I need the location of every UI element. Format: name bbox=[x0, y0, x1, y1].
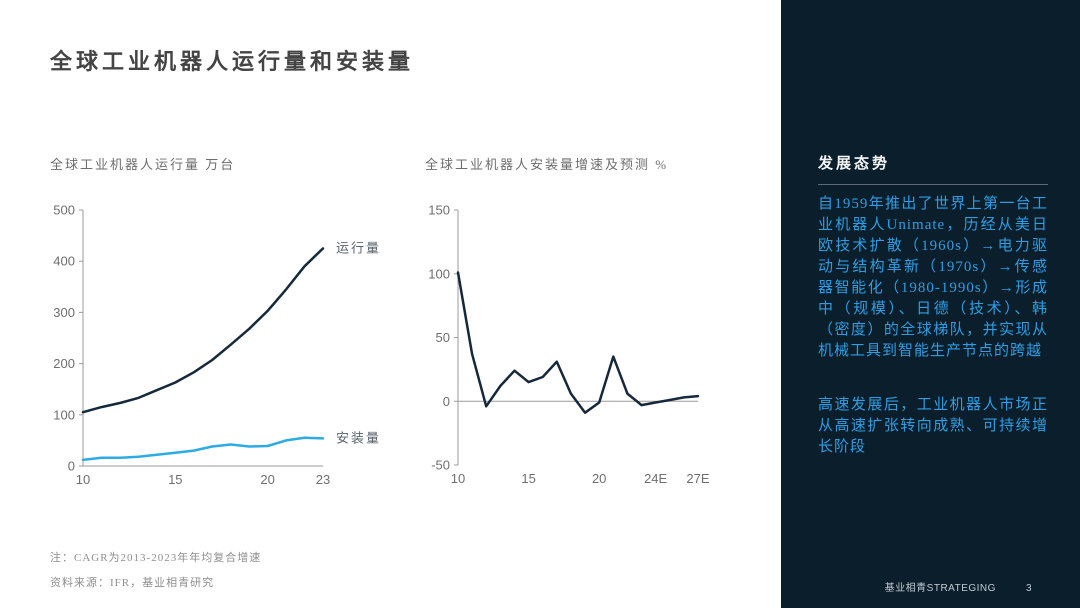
x-tick-label: 10 bbox=[451, 471, 465, 486]
y-tick-label: 200 bbox=[53, 356, 75, 371]
page-title: 全球工业机器人运行量和安装量 bbox=[50, 49, 415, 74]
x-tick-label: 20 bbox=[260, 472, 274, 487]
y-tick-label: 300 bbox=[53, 305, 75, 320]
y-tick-label: 150 bbox=[428, 203, 450, 218]
x-tick-label: 23 bbox=[316, 472, 330, 487]
y-tick-label: -50 bbox=[431, 458, 450, 473]
page-number: 3 bbox=[1025, 583, 1032, 594]
left-chart-title: 全球工业机器人运行量 万台 bbox=[50, 157, 236, 172]
y-tick-label: 0 bbox=[443, 394, 450, 409]
y-tick-label: 0 bbox=[68, 459, 75, 474]
x-tick-label: 24E bbox=[644, 471, 667, 486]
sidebar-heading: 发展态势 bbox=[818, 156, 891, 172]
y-tick-label: 500 bbox=[53, 203, 75, 218]
y-tick-label: 100 bbox=[428, 266, 450, 281]
y-tick-label: 400 bbox=[53, 254, 75, 269]
x-tick-label: 20 bbox=[592, 471, 606, 486]
x-tick-label: 15 bbox=[168, 472, 182, 487]
series-line bbox=[81, 436, 325, 462]
series-end-label: 运行量 bbox=[336, 240, 381, 255]
y-tick-label: 100 bbox=[53, 407, 75, 422]
series-line bbox=[81, 247, 325, 414]
right-sidebar: 发展态势 自1959年推出了世界上第一台工业机器人Unimate，历经从美日欧技… bbox=[781, 0, 1080, 608]
sidebar-paragraph-outlook: 高速发展后，工业机器人市场正从高速扩张转向成熟、可持续增长阶段 bbox=[818, 397, 1048, 455]
right-chart-title: 全球工业机器人安装量增速及预测 % bbox=[425, 157, 669, 172]
x-tick-label: 10 bbox=[76, 472, 90, 487]
series-end-label: 安装量 bbox=[336, 430, 381, 445]
y-tick-label: 50 bbox=[436, 330, 450, 345]
footnote-source: 资料来源：IFR，基业相青研究 bbox=[50, 577, 215, 589]
series-line bbox=[456, 271, 700, 414]
sidebar-divider bbox=[818, 184, 1048, 185]
footnote-cagr: 注：CAGR为2013-2023年年均复合增速 bbox=[50, 552, 262, 564]
brand-logo-text: 基业相青STRATEGING bbox=[884, 583, 996, 594]
sidebar-paragraph-history: 自1959年推出了世界上第一台工业机器人Unimate，历经从美日欧技术扩散（1… bbox=[818, 196, 1048, 359]
installation-growth-line-chart: -50 0 50 100 150 10 15 20 24E 27E bbox=[428, 203, 710, 487]
x-tick-label: 15 bbox=[521, 471, 535, 486]
x-tick-label: 27E bbox=[686, 471, 709, 486]
slide-footer: 基业相青STRATEGING 3 bbox=[885, 579, 1032, 594]
